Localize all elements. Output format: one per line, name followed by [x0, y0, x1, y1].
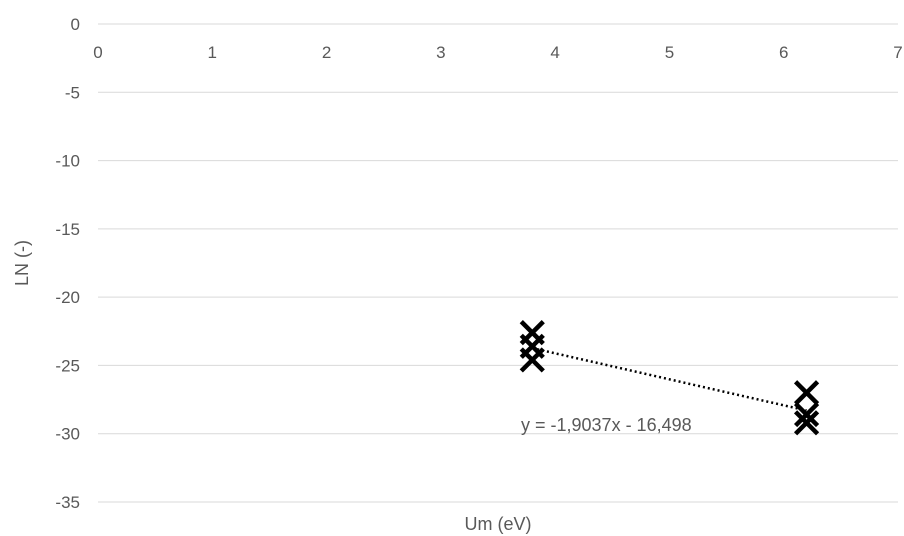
- x-tick-label: 7: [893, 43, 902, 62]
- x-tick-label: 2: [322, 43, 331, 62]
- y-tick-labels: 0 -5 -10 -15 -20 -25 -30 -35: [55, 15, 80, 512]
- trendline: [532, 346, 807, 412]
- y-tick-label: -5: [65, 83, 80, 102]
- x-tick-label: 5: [665, 43, 674, 62]
- x-tick-label: 3: [436, 43, 445, 62]
- y-tick-label: -25: [55, 356, 80, 375]
- y-axis-title: LN (-): [12, 240, 32, 286]
- y-tick-label: -30: [55, 425, 80, 444]
- x-axis-title: Um (eV): [465, 514, 532, 534]
- y-tick-label: 0: [71, 15, 80, 34]
- y-tick-label: -35: [55, 493, 80, 512]
- x-tick-label: 1: [208, 43, 217, 62]
- data-point: [793, 380, 820, 406]
- data-point: [793, 402, 820, 428]
- y-tick-label: -15: [55, 220, 80, 239]
- data-points: [519, 320, 820, 436]
- x-tick-label: 0: [93, 43, 102, 62]
- gridlines: [98, 23, 898, 503]
- y-tick-label: -10: [55, 152, 80, 171]
- x-tick-label: 4: [550, 43, 559, 62]
- y-tick-label: -20: [55, 288, 80, 307]
- trendline-equation: y = -1,9037x - 16,498: [521, 415, 692, 435]
- x-tick-labels: 0 1 2 3 4 5 6 7: [93, 43, 902, 62]
- x-tick-label: 6: [779, 43, 788, 62]
- data-point: [519, 347, 545, 373]
- data-point: [793, 410, 820, 436]
